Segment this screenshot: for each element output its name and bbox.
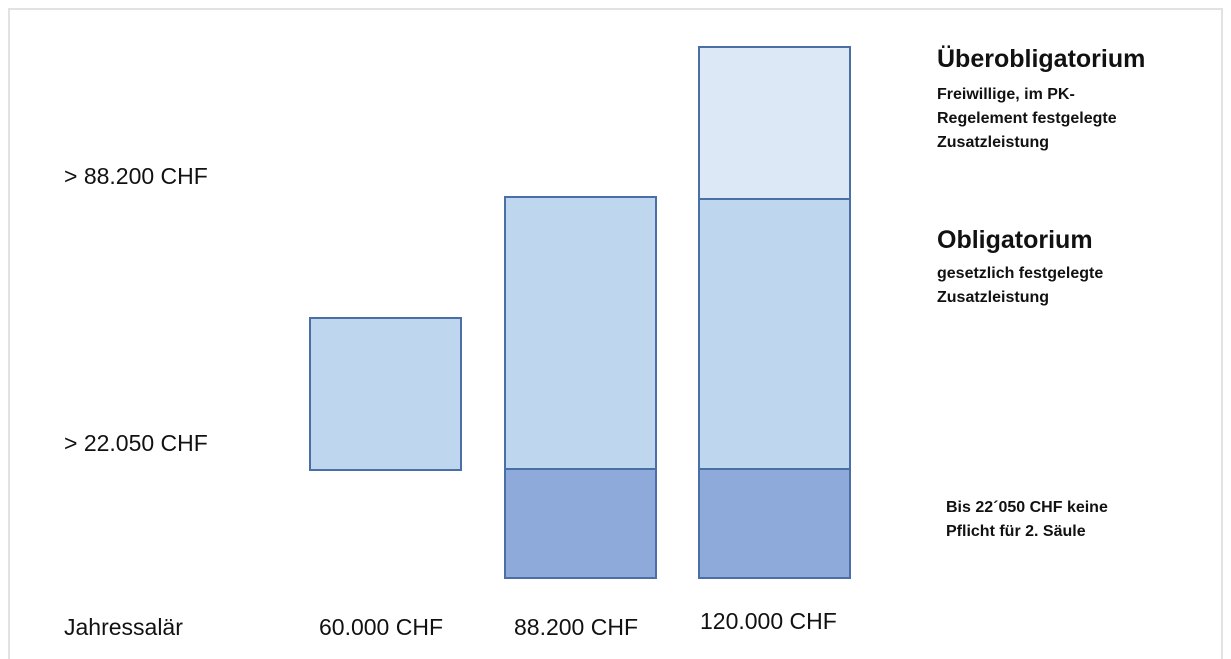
salary-label-88200: 88.200 CHF <box>514 614 639 640</box>
column-88200-obligatorium <box>504 196 657 470</box>
base-text: Bis 22´050 CHF keine Pflicht für 2. Säul… <box>946 499 1108 540</box>
salary-axis-label: Jahressalär <box>64 614 183 640</box>
ueberobligatorium-text: Freiwillige, im PK-Regelement festgelegt… <box>937 86 1117 151</box>
column-120000-obligatorium <box>698 198 851 470</box>
ueberobligatorium-title: Überobligatorium <box>937 45 1146 73</box>
column-60000-obligatorium <box>309 317 462 471</box>
obligatorium-text: gesetzlich festgelegte Zusatzleistung <box>937 265 1104 306</box>
level-label-lower: > 22.050 CHF <box>64 430 208 456</box>
column-88200-base <box>504 468 657 579</box>
column-120000-base <box>698 468 851 579</box>
obligatorium-title: Obligatorium <box>937 226 1093 254</box>
salary-label-120000: 120.000 CHF <box>700 608 837 634</box>
diagram-frame <box>8 8 1223 659</box>
salary-label-60000: 60.000 CHF <box>319 614 444 640</box>
level-label-upper: > 88.200 CHF <box>64 163 208 189</box>
column-120000-ueberobligatorium <box>698 46 851 200</box>
